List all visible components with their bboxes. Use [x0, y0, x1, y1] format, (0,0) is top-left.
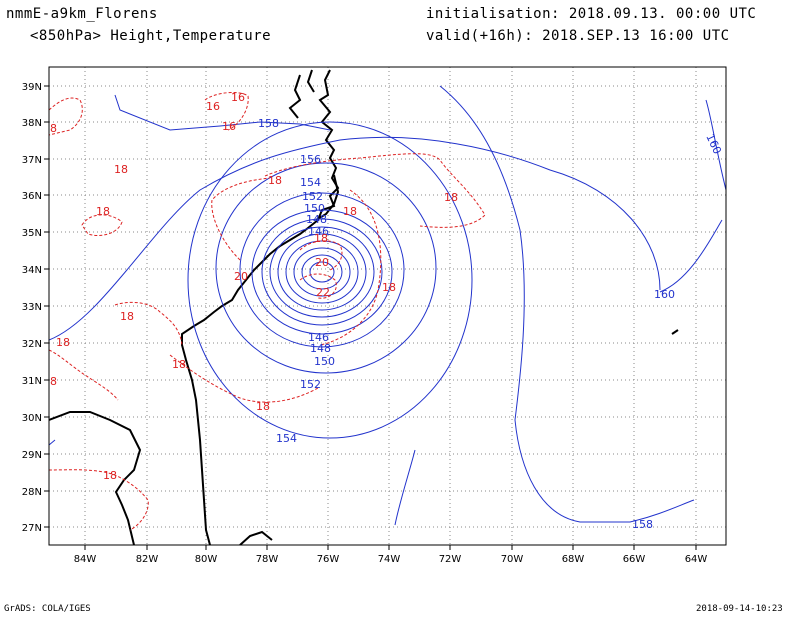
svg-text:16: 16	[222, 120, 236, 133]
svg-text:72W: 72W	[439, 554, 462, 565]
svg-text:154: 154	[300, 176, 321, 189]
svg-text:148: 148	[310, 342, 331, 355]
init-time: initialisation: 2018.09.13. 00:00 UTC	[426, 6, 757, 22]
svg-text:18: 18	[268, 174, 282, 187]
coastline	[49, 69, 679, 545]
svg-text:146: 146	[308, 331, 329, 344]
svg-text:82W: 82W	[136, 554, 159, 565]
svg-text:154: 154	[276, 432, 297, 445]
svg-text:70W: 70W	[501, 554, 524, 565]
svg-text:18: 18	[314, 232, 328, 245]
lat-labels: 39N 38N 37N 36N 35N 34N 33N 32N 31N 30N …	[22, 82, 42, 534]
footer-credit: GrADS: COLA/IGES	[4, 604, 91, 614]
svg-text:84W: 84W	[74, 554, 97, 565]
model-title: nmmE-a9km_Florens	[6, 6, 158, 22]
svg-text:68W: 68W	[562, 554, 585, 565]
svg-text:8: 8	[50, 122, 57, 135]
svg-text:36N: 36N	[22, 191, 42, 202]
svg-text:16: 16	[231, 91, 245, 104]
svg-text:18: 18	[120, 310, 134, 323]
svg-text:31N: 31N	[22, 376, 42, 387]
svg-text:38N: 38N	[22, 118, 42, 129]
field-title: <850hPa> Height,Temperature	[30, 28, 272, 44]
svg-text:18: 18	[56, 336, 70, 349]
svg-text:18: 18	[172, 358, 186, 371]
svg-text:39N: 39N	[22, 82, 42, 93]
temperature-contours	[49, 92, 486, 531]
svg-text:29N: 29N	[22, 450, 42, 461]
svg-text:158: 158	[258, 117, 279, 130]
svg-text:150: 150	[314, 355, 335, 368]
svg-text:30N: 30N	[22, 413, 42, 424]
svg-text:34N: 34N	[22, 265, 42, 276]
valid-time: valid(+16h): 2018.SEP.13 16:00 UTC	[426, 28, 730, 44]
svg-text:74W: 74W	[378, 554, 401, 565]
svg-text:8: 8	[50, 375, 57, 388]
grid	[49, 67, 726, 545]
temperature-labels: 16 16 16 18 18 18 18 18 18 18 18 18 18 1…	[50, 91, 458, 482]
svg-text:76W: 76W	[317, 554, 340, 565]
svg-text:16: 16	[206, 100, 220, 113]
lon-labels: 84W 82W 80W 78W 76W 74W 72W 70W 68W 66W …	[74, 554, 708, 565]
svg-text:18: 18	[114, 163, 128, 176]
svg-text:18: 18	[96, 205, 110, 218]
svg-text:66W: 66W	[623, 554, 646, 565]
svg-text:35N: 35N	[22, 228, 42, 239]
svg-text:152: 152	[302, 190, 323, 203]
svg-text:18: 18	[103, 469, 117, 482]
svg-text:78W: 78W	[256, 554, 279, 565]
svg-text:33N: 33N	[22, 302, 42, 313]
footer-timestamp: 2018-09-14-10:23	[696, 604, 783, 614]
svg-text:22: 22	[316, 286, 330, 299]
height-contours	[49, 85, 726, 526]
svg-text:20: 20	[315, 256, 329, 269]
svg-text:160: 160	[703, 132, 724, 157]
svg-text:32N: 32N	[22, 339, 42, 350]
svg-text:18: 18	[256, 400, 270, 413]
svg-text:150: 150	[304, 202, 325, 215]
svg-text:80W: 80W	[195, 554, 218, 565]
height-labels: 158 156 154 152 150 148 146 146 148 150 …	[258, 117, 724, 531]
svg-text:18: 18	[444, 191, 458, 204]
tick-marks	[44, 85, 697, 550]
svg-text:27N: 27N	[22, 523, 42, 534]
svg-text:148: 148	[306, 213, 327, 226]
svg-text:146: 146	[308, 225, 329, 238]
svg-text:160: 160	[654, 288, 675, 301]
svg-text:18: 18	[382, 281, 396, 294]
svg-text:37N: 37N	[22, 155, 42, 166]
svg-text:18: 18	[343, 205, 357, 218]
svg-text:152: 152	[300, 378, 321, 391]
svg-text:156: 156	[300, 153, 321, 166]
svg-text:64W: 64W	[685, 554, 708, 565]
svg-text:20: 20	[234, 270, 248, 283]
svg-text:158: 158	[632, 518, 653, 531]
svg-text:28N: 28N	[22, 487, 42, 498]
